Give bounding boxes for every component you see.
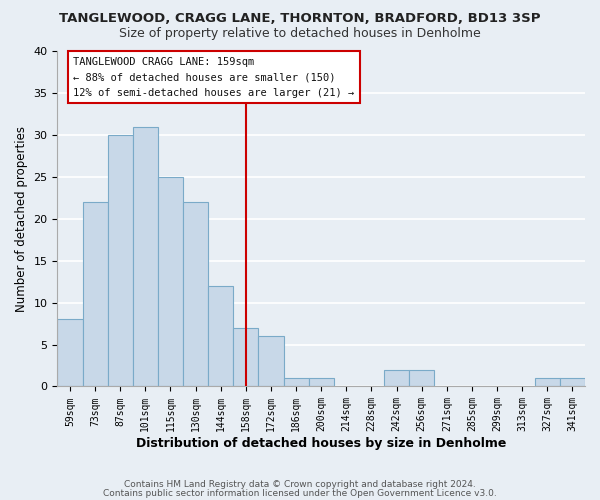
X-axis label: Distribution of detached houses by size in Denholme: Distribution of detached houses by size … (136, 437, 506, 450)
Bar (107, 135, 133, 386)
Text: TANGLEWOOD CRAGG LANE: 159sqm
← 88% of detached houses are smaller (150)
12% of : TANGLEWOOD CRAGG LANE: 159sqm ← 88% of d… (73, 56, 355, 98)
Bar (233, 328, 259, 386)
Bar (560, 378, 585, 386)
Bar (284, 378, 308, 386)
Bar (58, 320, 83, 386)
Text: TANGLEWOOD, CRAGG LANE, THORNTON, BRADFORD, BD13 3SP: TANGLEWOOD, CRAGG LANE, THORNTON, BRADFO… (59, 12, 541, 26)
Text: Contains public sector information licensed under the Open Government Licence v3: Contains public sector information licen… (103, 488, 497, 498)
Bar (308, 378, 334, 386)
Bar (259, 336, 284, 386)
Text: Contains HM Land Registry data © Crown copyright and database right 2024.: Contains HM Land Registry data © Crown c… (124, 480, 476, 489)
Bar (208, 286, 233, 386)
Bar (409, 370, 434, 386)
Bar (83, 202, 107, 386)
Bar (158, 177, 183, 386)
Bar (133, 127, 158, 386)
Bar (535, 378, 560, 386)
Bar (384, 370, 409, 386)
Bar (183, 202, 208, 386)
Text: Size of property relative to detached houses in Denholme: Size of property relative to detached ho… (119, 28, 481, 40)
Y-axis label: Number of detached properties: Number of detached properties (15, 126, 28, 312)
